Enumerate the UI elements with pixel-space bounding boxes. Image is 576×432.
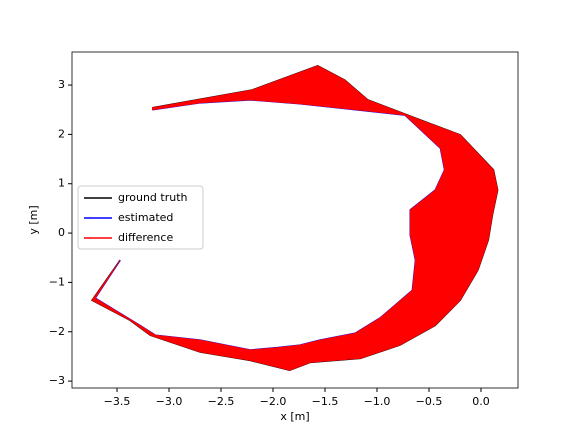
y-tick-label: 3 <box>58 78 65 91</box>
x-tick-label: −0.5 <box>416 395 443 408</box>
difference-band <box>91 297 141 326</box>
difference-band <box>150 334 201 353</box>
y-tick-label: −1 <box>49 275 65 288</box>
difference-band <box>434 169 499 191</box>
x-tick-label: −2.5 <box>208 395 235 408</box>
x-tick-label: −3.0 <box>156 395 183 408</box>
y-tick-label: 1 <box>58 177 65 190</box>
x-tick-label: −3.5 <box>104 395 131 408</box>
x-tick-label: −1.0 <box>364 395 391 408</box>
legend-label: difference <box>118 231 173 244</box>
x-axis-label: x [m] <box>280 410 309 423</box>
y-tick-label: −2 <box>49 325 65 338</box>
y-tick-label: −3 <box>49 374 65 387</box>
plot-frame <box>71 51 519 389</box>
difference-band <box>91 259 121 301</box>
y-tick-label: 0 <box>58 226 65 239</box>
y-axis-label: y [m] <box>27 205 40 234</box>
y-tick-label: 2 <box>58 127 65 140</box>
legend-label: estimated <box>118 211 173 224</box>
x-tick-label: −1.5 <box>312 395 339 408</box>
difference-band <box>199 339 251 361</box>
x-tick-label: 0.0 <box>472 395 490 408</box>
legend-label: ground truth <box>118 191 188 204</box>
legend-box <box>77 185 204 250</box>
x-tick-label: −2.0 <box>260 395 287 408</box>
